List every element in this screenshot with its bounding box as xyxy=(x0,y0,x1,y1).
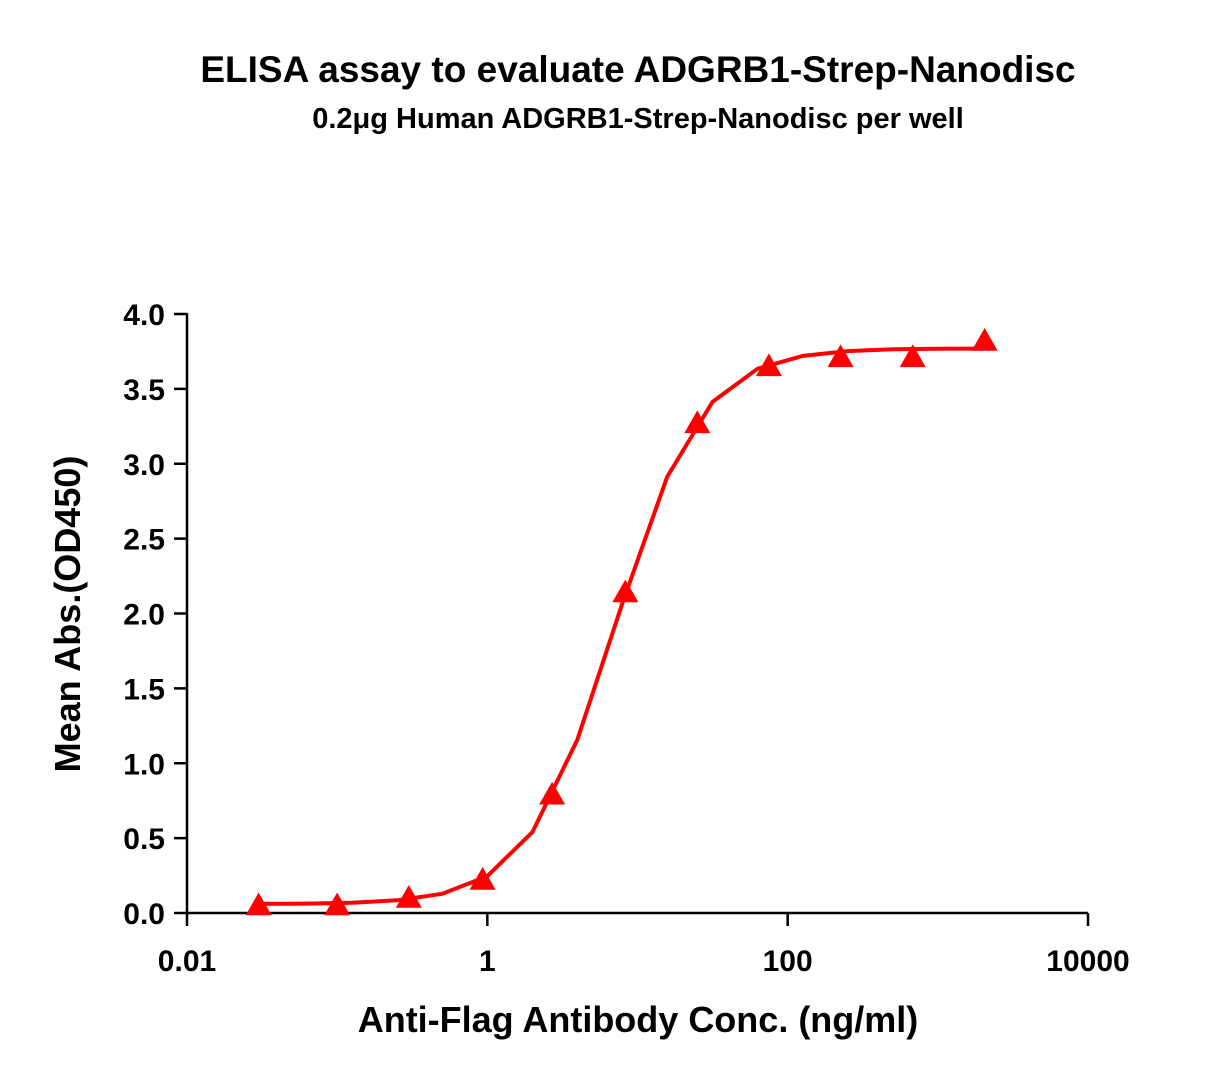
x-tick-label: 0.01 xyxy=(158,945,216,978)
data-point xyxy=(395,885,422,908)
data-point xyxy=(971,327,998,351)
y-axis-label: Mean Abs.(OD450) xyxy=(47,456,88,773)
y-tick-label: 1.5 xyxy=(123,673,165,706)
y-tick-label: 1.0 xyxy=(123,748,165,781)
x-axis-label: Anti-Flag Antibody Conc. (ng/ml) xyxy=(358,999,919,1040)
y-tick-label: 3.0 xyxy=(123,449,165,482)
y-tick-label: 3.5 xyxy=(123,374,165,407)
x-tick-label: 1 xyxy=(479,945,496,978)
data-point xyxy=(899,344,926,368)
y-tick-label: 0.0 xyxy=(123,898,165,931)
data-point xyxy=(827,344,854,368)
y-tick-label: 4.0 xyxy=(123,299,165,332)
data-point xyxy=(245,892,272,916)
chart-subtitle: 0.2μg Human ADGRB1-Strep-Nanodisc per we… xyxy=(312,103,964,135)
y-tick-label: 2.0 xyxy=(123,599,165,632)
x-tick-label: 10000 xyxy=(1046,945,1129,978)
y-tick-label: 2.5 xyxy=(123,524,165,557)
data-point xyxy=(684,410,711,434)
fit-curve xyxy=(261,346,983,906)
y-tick-label: 0.5 xyxy=(123,823,165,856)
chart-title: ELISA assay to evaluate ADGRB1-Strep-Nan… xyxy=(200,49,1075,90)
x-tick-label: 100 xyxy=(763,945,813,978)
